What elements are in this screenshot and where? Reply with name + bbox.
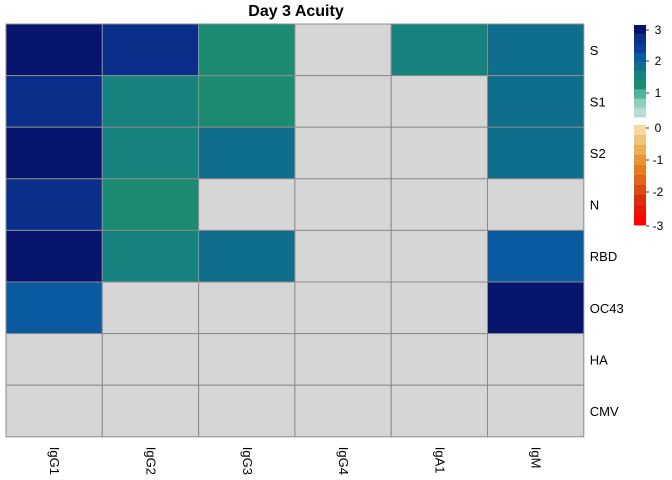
heatmap-cell (390, 75, 489, 128)
heatmap-cell (390, 384, 489, 438)
heatmap-cell (294, 23, 392, 77)
heatmap-cell (487, 126, 585, 180)
heatmap-cell (5, 23, 103, 77)
legend-swatch (634, 52, 646, 63)
column-label: IgA1 (432, 447, 447, 474)
heatmap-cell (487, 23, 585, 77)
heatmap-cell (101, 178, 200, 231)
column-label: IgG3 (240, 447, 255, 475)
legend-swatch (634, 185, 646, 196)
heatmap-cell (198, 178, 296, 231)
heatmap-cell (5, 229, 103, 283)
column-label: IgG1 (47, 447, 62, 475)
heatmap-cell (390, 333, 489, 386)
heatmap-cell (487, 281, 585, 335)
legend-tick-label: 3 (655, 23, 662, 37)
legend-swatch (634, 165, 646, 176)
heatmap-cell (101, 333, 200, 386)
legend-swatch (634, 205, 646, 216)
legend-swatch (634, 155, 646, 166)
heatmap-cell (101, 23, 200, 77)
heatmap-cell (294, 178, 392, 231)
heatmap-cell (198, 333, 296, 386)
legend-swatch (634, 61, 646, 72)
heatmap-cell (101, 126, 200, 180)
heatmap-cell (198, 281, 296, 335)
heatmap-cells (5, 23, 585, 438)
heatmap-cell (5, 126, 103, 180)
column-label: IgM (529, 447, 544, 469)
column-label: IgG4 (336, 447, 351, 475)
heatmap-cell (487, 178, 585, 231)
heatmap-cell (487, 75, 585, 128)
heatmap-cell (198, 126, 296, 180)
column-labels: IgG1 IgG2 IgG3 IgG4 IgA1 IgM (47, 447, 543, 475)
heatmap-cell (294, 384, 392, 438)
legend-swatch (634, 43, 646, 53)
heatmap-cell (5, 178, 103, 231)
heatmap-cell (294, 281, 392, 335)
legend-swatch (634, 25, 646, 35)
legend-tick-label: -2 (653, 185, 664, 199)
chart-title: Day 3 Acuity (248, 3, 344, 20)
heatmap-cell (198, 23, 296, 77)
legend-tick-label: -3 (653, 219, 664, 233)
color-legend: 3 2 1 0 -1 -2 -3 (634, 23, 664, 233)
row-label: OC43 (590, 301, 624, 316)
row-label: S (590, 43, 599, 58)
heatmap-cell (294, 75, 392, 128)
legend-swatch (634, 98, 646, 109)
heatmap-cell (487, 384, 585, 438)
heatmap-cell (294, 126, 392, 180)
legend-tick-label: -1 (653, 153, 664, 167)
legend-swatch (634, 175, 646, 186)
row-label: S1 (590, 94, 606, 109)
legend-swatch (634, 34, 646, 44)
heatmap-cell (5, 333, 103, 386)
heatmap-cell (294, 333, 392, 386)
legend-swatch (634, 195, 646, 206)
heatmap-cell (101, 75, 200, 128)
heatmap-cell (390, 23, 489, 77)
row-label: S2 (590, 146, 606, 161)
legend-tick-label: 1 (655, 86, 662, 100)
legend-tick-label: 2 (655, 54, 662, 68)
row-label: HA (590, 352, 608, 367)
heatmap-cell (198, 75, 296, 128)
heatmap-cell (390, 281, 489, 335)
heatmap-cell (294, 229, 392, 283)
row-label: CMV (590, 404, 619, 419)
heatmap-cell (487, 229, 585, 283)
legend-swatch (634, 145, 646, 156)
heatmap-cell (5, 75, 103, 128)
legend-swatch (634, 107, 646, 118)
legend-swatch (634, 135, 646, 146)
heatmap-cell (5, 384, 103, 438)
legend-swatch (634, 125, 646, 136)
legend-swatch (634, 71, 646, 81)
heatmap-cell (198, 384, 296, 438)
column-label: IgG2 (143, 447, 158, 475)
row-label: RBD (590, 249, 617, 264)
heatmap-cell (390, 178, 489, 231)
legend-swatch (634, 215, 646, 226)
legend-tick-label: 0 (655, 121, 662, 135)
heatmap-cell (390, 229, 489, 283)
heatmap-cell (101, 281, 200, 335)
legend-swatch (634, 89, 646, 99)
heatmap-cell (101, 229, 200, 283)
heatmap-cell (198, 229, 296, 283)
legend-swatch (634, 80, 646, 90)
row-labels: S S1 S2 N RBD OC43 HA CMV (590, 43, 624, 419)
row-label: N (590, 198, 599, 213)
heatmap-cell (101, 384, 200, 438)
heatmap-cell (487, 333, 585, 386)
heatmap-cell (390, 126, 489, 180)
heatmap-cell (5, 281, 103, 335)
